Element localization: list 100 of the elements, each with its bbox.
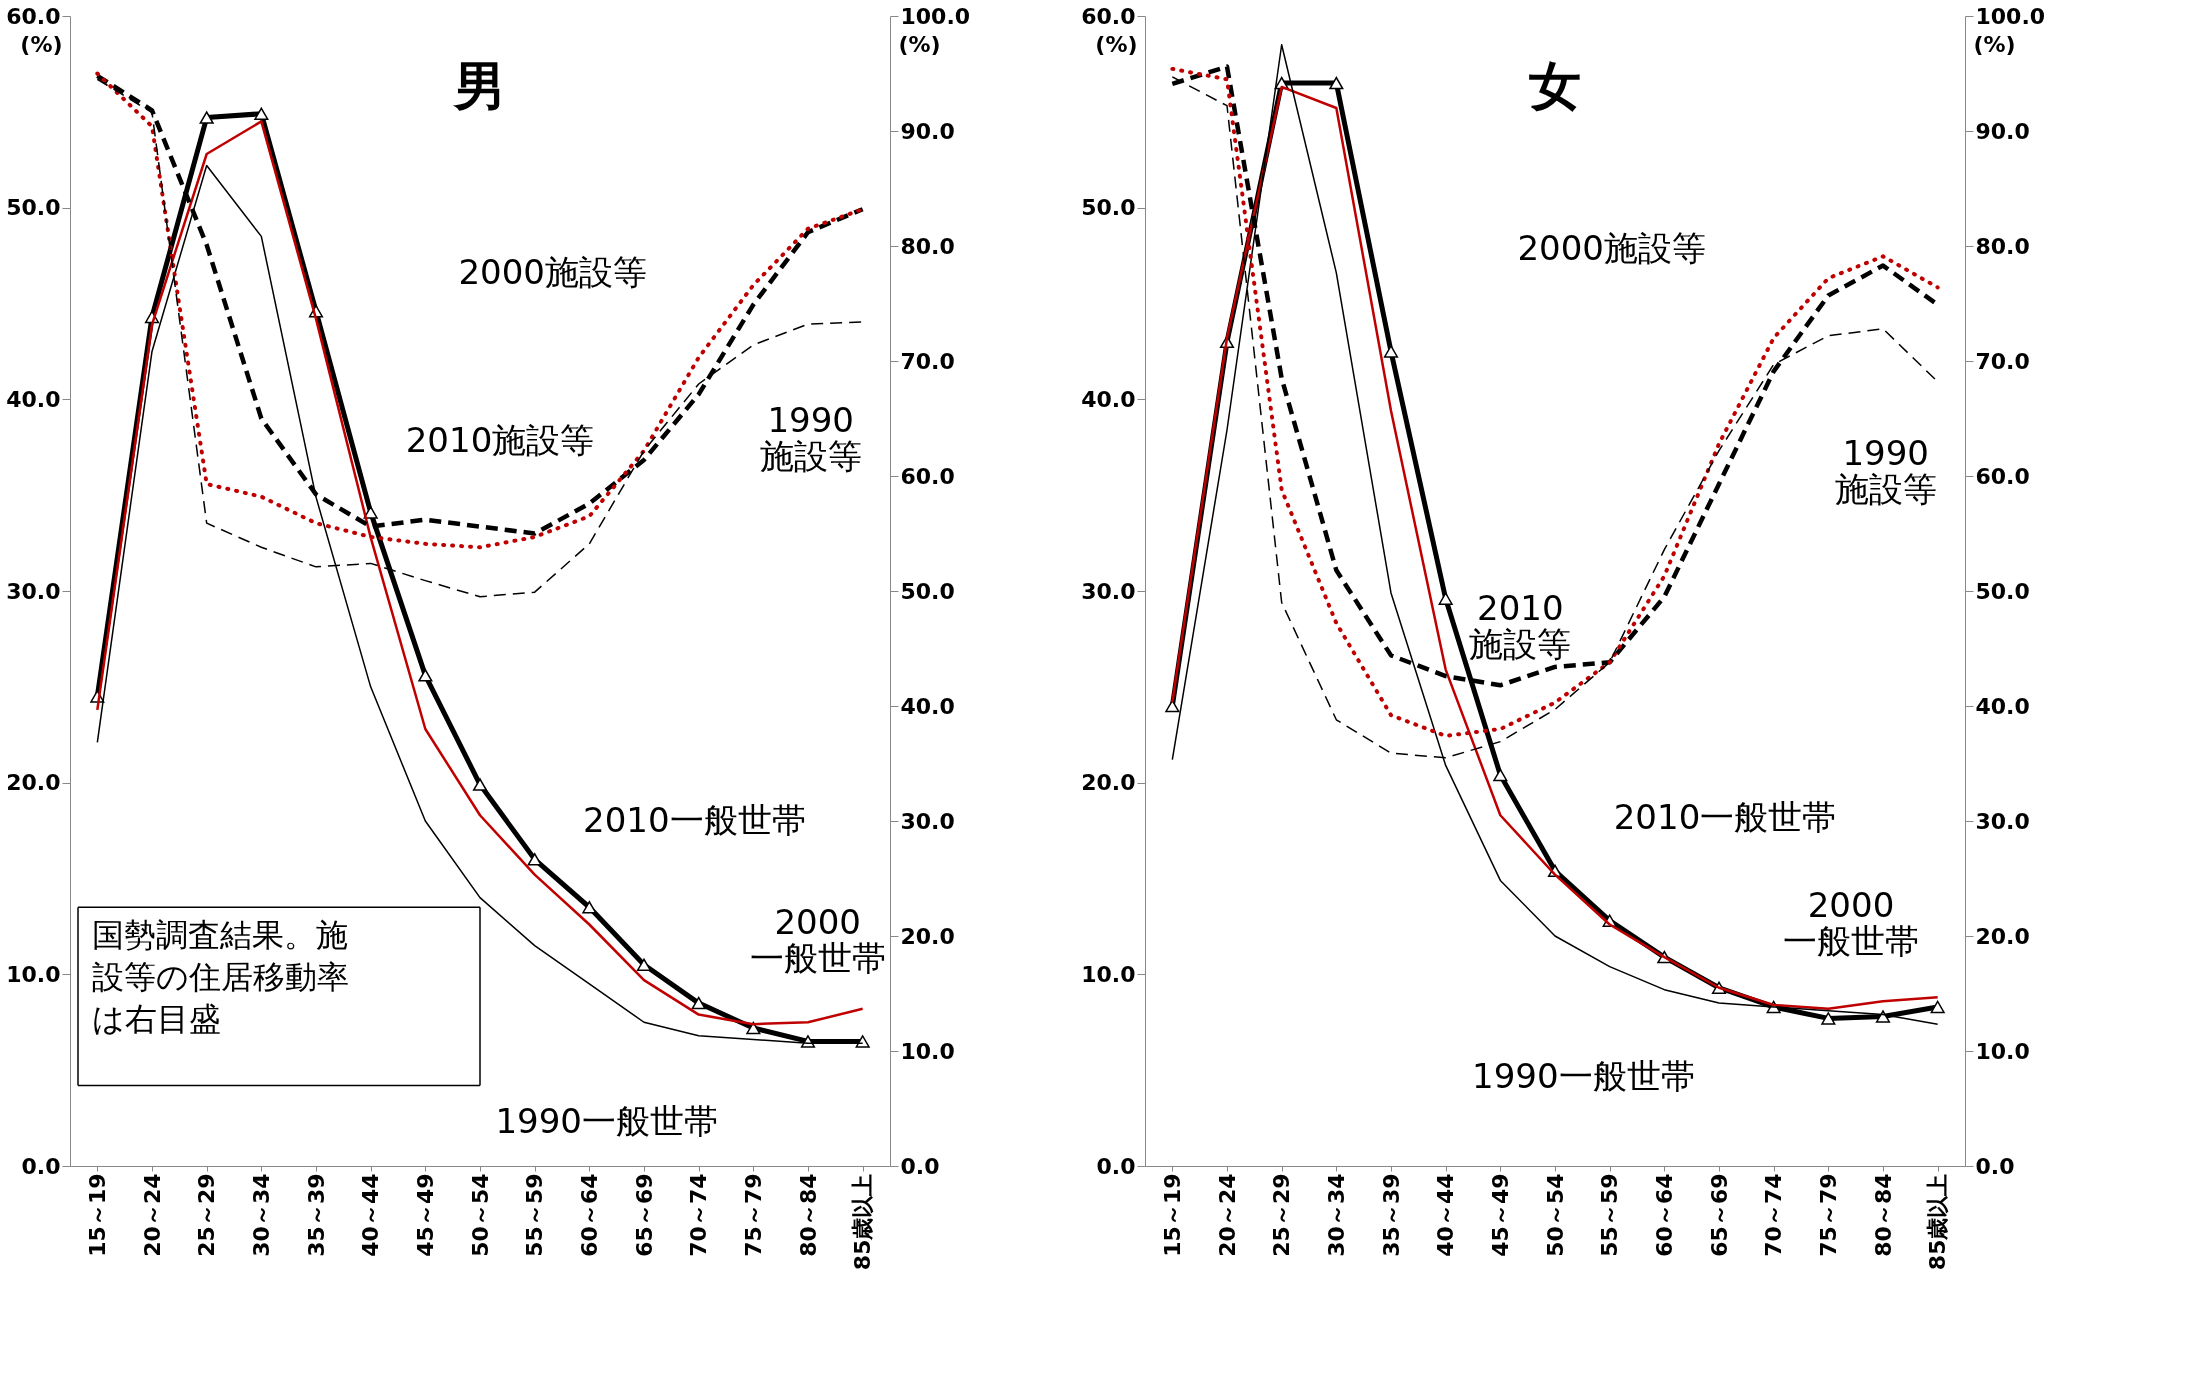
point	[1329, 76, 1344, 90]
series-label: 2010一般世帯	[1613, 796, 1837, 837]
x-tick-label: 75～79	[1815, 1173, 1841, 1257]
point	[527, 853, 542, 866]
point	[1821, 1012, 1836, 1025]
y2-tick-label: 30.0	[1975, 808, 2030, 834]
series-label: 2000一般世帯	[1783, 885, 1919, 962]
x-tick-label: 80～84	[795, 1173, 821, 1257]
x-tick-label: 50～54	[467, 1173, 493, 1257]
x-tick-label: 30～34	[1323, 1173, 1349, 1257]
y2-tick-label: 50.0	[1975, 578, 2030, 604]
y-tick-label: 30.0	[1081, 578, 1136, 604]
series-label: 1990施設等	[1834, 432, 1937, 509]
x-tick-label: 20～24	[1214, 1173, 1240, 1257]
point	[1438, 592, 1453, 605]
x-tick-label: 45～49	[412, 1173, 438, 1257]
x-tick-label: 15～19	[84, 1173, 110, 1257]
y-tick-label: 0.0	[1096, 1153, 1136, 1179]
x-tick-label: 25～29	[194, 1173, 220, 1257]
x-tick-label: 40～44	[358, 1173, 384, 1257]
y-tick-label: 40.0	[1081, 386, 1136, 412]
x-tick-label: 55～59	[1597, 1173, 1623, 1257]
y2-tick-label: 0.0	[900, 1153, 940, 1179]
x-tick-label: 35～39	[303, 1173, 329, 1257]
point	[855, 1035, 870, 1048]
y2-tick-label: 0.0	[1975, 1153, 2015, 1179]
y2-tick-label: 20.0	[900, 923, 955, 949]
annotation: 国勢調査結果。施設等の住居移動率は右目盛	[92, 916, 349, 1039]
text: 2000施設等	[1517, 228, 1706, 268]
y2-tick-label: 40.0	[900, 693, 955, 719]
y-tick-label: 20.0	[1081, 770, 1136, 796]
y2-tick-label: 90.0	[900, 118, 955, 144]
y2-tick-label: 60.0	[1975, 463, 2030, 489]
y-tick-label: 20.0	[6, 770, 61, 796]
x-tick-label: 60～64	[576, 1173, 602, 1257]
point	[1930, 1000, 1945, 1014]
point	[691, 996, 706, 1010]
point	[363, 506, 378, 519]
point	[254, 107, 269, 120]
y2-tick-label: 10.0	[900, 1038, 955, 1064]
x-tick-label: 70～74	[1761, 1173, 1787, 1257]
x-tick-label: 75～79	[740, 1173, 766, 1257]
text: 2000施設等	[458, 251, 647, 292]
x-tick-label: 60～64	[1651, 1173, 1677, 1257]
y-tick-label: 60.0	[1081, 3, 1136, 29]
x-tick-label: 65～69	[631, 1173, 657, 1257]
point	[418, 669, 433, 682]
x-tick-label: 30～34	[248, 1173, 274, 1257]
y2-tick-label: 60.0	[900, 463, 955, 489]
x-tick-label: 40～44	[1433, 1173, 1459, 1257]
x-tick-label: 45～49	[1487, 1173, 1513, 1257]
y2-axis-title: (%)	[1973, 31, 2016, 57]
x-tick-label: 35～39	[1378, 1173, 1404, 1257]
y2-tick-label: 80.0	[900, 233, 955, 259]
x-tick-label: 85歳以上	[850, 1173, 876, 1271]
point	[746, 1021, 761, 1035]
y-axis-title: (%)	[20, 31, 63, 57]
point	[1875, 1010, 1891, 1023]
y2-tick-label: 50.0	[900, 578, 955, 604]
y-tick-label: 10.0	[6, 961, 61, 987]
y-tick-label: 10.0	[1081, 961, 1136, 987]
x-tick-label: 55～59	[522, 1173, 548, 1257]
y-tick-label: 50.0	[1081, 195, 1136, 221]
y2-axis-title: (%)	[898, 31, 941, 57]
x-tick-label: 85歳以上	[1925, 1173, 1951, 1271]
text: 女	[1529, 56, 1581, 116]
y2-tick-label: 40.0	[1975, 693, 2030, 719]
point	[582, 901, 597, 914]
y2-tick-label: 70.0	[1975, 348, 2030, 374]
series-label: 2010一般世帯	[583, 800, 806, 841]
y2-tick-label: 80.0	[1975, 233, 2030, 259]
series-label: 1990施設等	[759, 399, 862, 476]
x-tick-label: 20～24	[139, 1173, 165, 1257]
series-label: 2000一般世帯	[749, 901, 886, 978]
y-tick-label: 50.0	[6, 195, 61, 221]
series-label: 1990一般世帯	[1472, 1055, 1695, 1096]
x-tick-label: 15～19	[1159, 1173, 1185, 1257]
text: 男	[452, 56, 506, 116]
x-tick-label: 50～54	[1542, 1173, 1568, 1257]
point	[199, 111, 214, 124]
series-label: 2010施設等	[1469, 588, 1572, 665]
y2-tick-label: 30.0	[900, 808, 955, 834]
y2-tick-label: 10.0	[1975, 1038, 2030, 1064]
y-tick-label: 60.0	[6, 3, 61, 29]
y2-tick-label: 70.0	[900, 348, 955, 374]
y2-tick-label: 90.0	[1975, 118, 2030, 144]
series-label: 2010施設等	[405, 419, 595, 460]
point	[1383, 345, 1399, 358]
x-tick-label: 70～74	[686, 1173, 712, 1257]
point	[1493, 768, 1508, 782]
x-tick-label: 25～29	[1269, 1173, 1295, 1257]
y2-tick-label: 100.0	[1975, 3, 2046, 29]
y2-tick-label: 100.0	[900, 3, 971, 29]
series-label: 1990一般世帯	[495, 1100, 718, 1141]
point	[472, 778, 488, 791]
x-tick-label: 65～69	[1706, 1173, 1732, 1257]
y-tick-label: 40.0	[6, 386, 61, 412]
y-axis-title: (%)	[1095, 31, 1138, 57]
point	[1165, 699, 1180, 713]
y-tick-label: 0.0	[21, 1153, 61, 1179]
